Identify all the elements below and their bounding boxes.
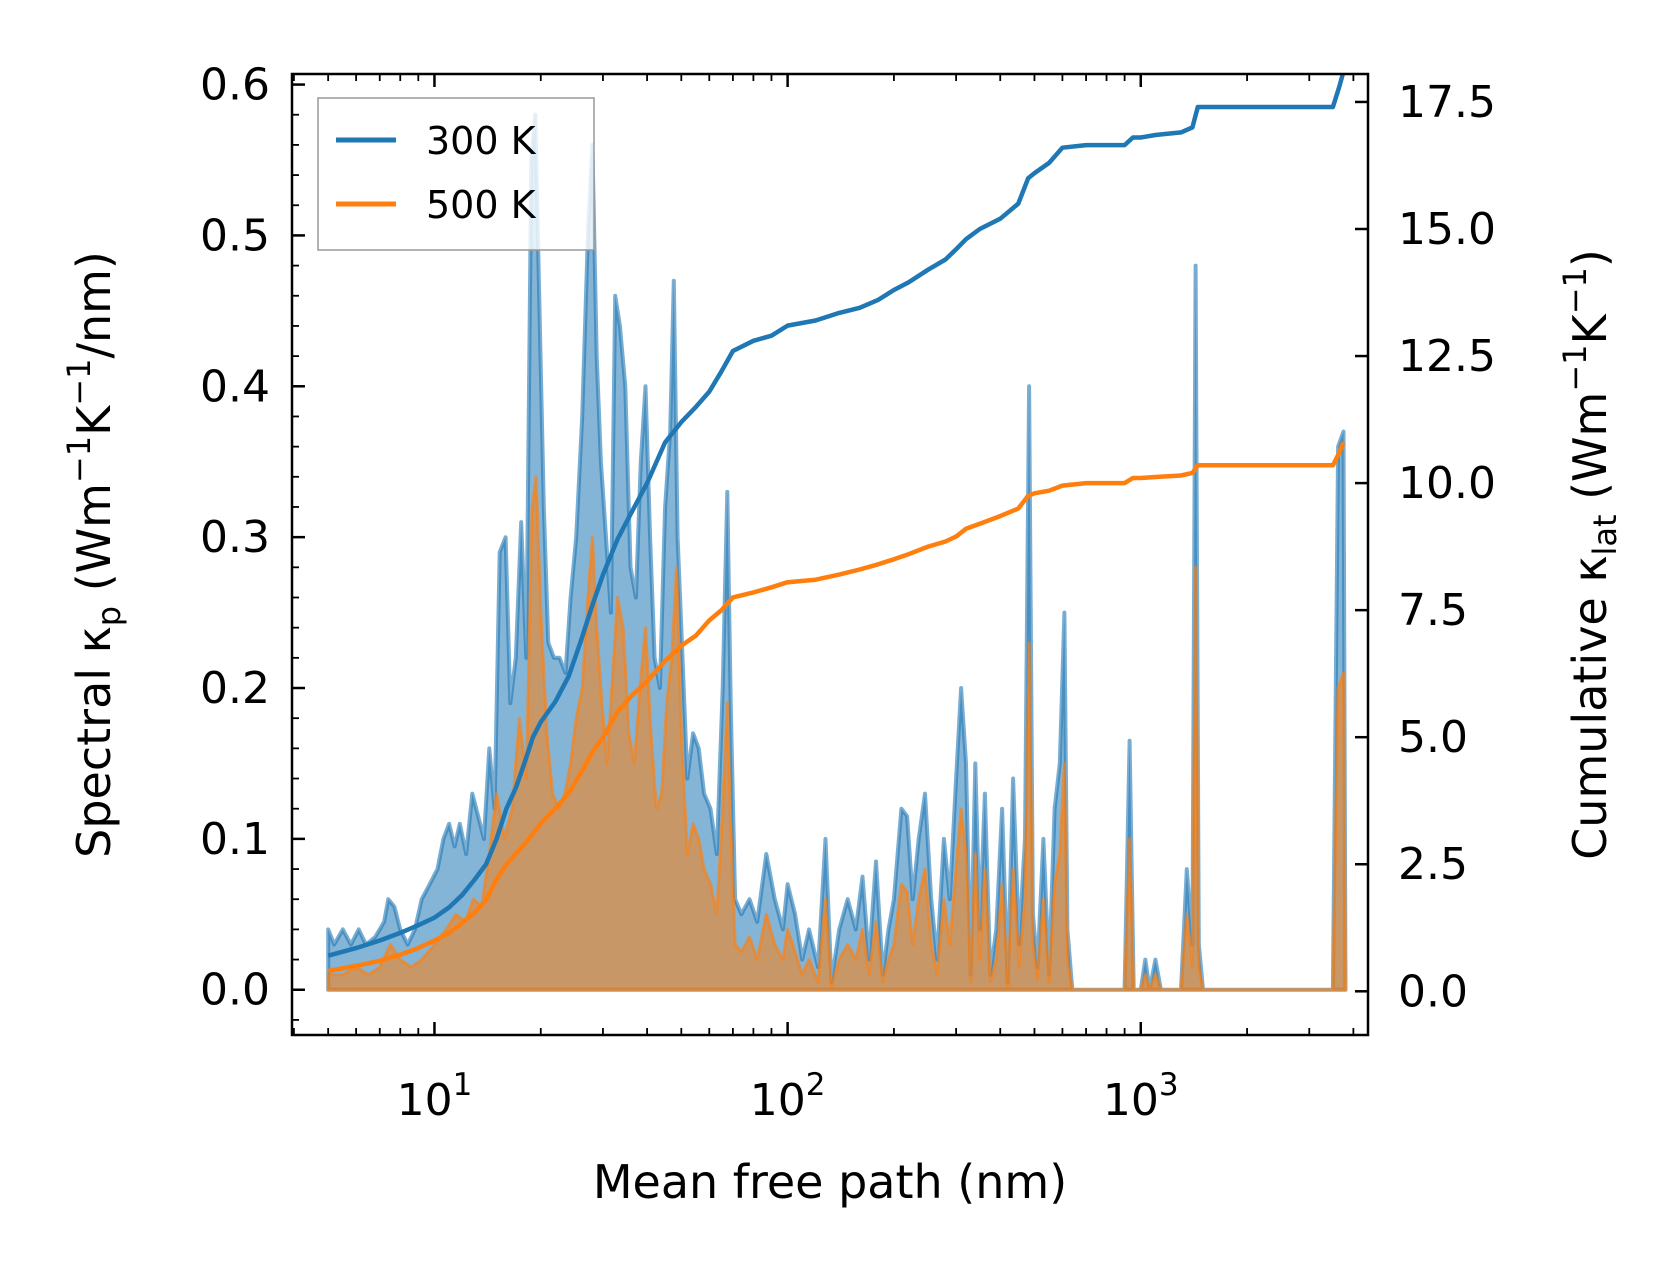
y-left-tick-label: 0.1 bbox=[200, 814, 270, 865]
y-right-tick-label: 10.0 bbox=[1398, 458, 1496, 509]
legend-label-1: 500 K bbox=[426, 183, 537, 227]
legend: 300 K 500 K bbox=[317, 97, 595, 251]
y-left-tick-label: 0.2 bbox=[200, 663, 270, 714]
y-left-tick-label: 0.5 bbox=[200, 210, 270, 261]
x-axis-label: Mean free path (nm) bbox=[593, 1155, 1067, 1209]
y-left-tick-label: 0.4 bbox=[200, 361, 270, 412]
y-left-axis-label-sup2: −1 bbox=[60, 359, 98, 406]
y-left-axis-label-mid: K bbox=[67, 404, 121, 436]
legend-box bbox=[317, 97, 595, 251]
spectral-area-500K bbox=[326, 475, 1347, 992]
x-tick-base: 10 bbox=[397, 1075, 453, 1126]
plot-area bbox=[326, 74, 1348, 992]
y-left-axis-label-unit: (Wm bbox=[67, 483, 121, 606]
y-right-axis-label: Cumulative κlat (Wm−1K−1) bbox=[1556, 249, 1624, 860]
y-right-tick-label: 0.0 bbox=[1398, 966, 1468, 1017]
y-left-axis-label-main: Spectral κ bbox=[67, 626, 121, 858]
plot-frame bbox=[290, 72, 1370, 1037]
y-left-axis-label-sub: p bbox=[90, 606, 128, 626]
y-right-tick-label: 7.5 bbox=[1398, 585, 1468, 636]
y-right-tick-label: 2.5 bbox=[1398, 839, 1468, 890]
x-tick-exponent: 2 bbox=[806, 1067, 826, 1103]
x-tick-label: 103 bbox=[1103, 1067, 1179, 1126]
y-left-axis-label: Spectral κp (Wm−1K−1/nm) bbox=[60, 251, 128, 858]
labels: Mean free path (nm)Spectral κp (Wm−1K−1/… bbox=[60, 249, 1624, 1209]
x-tick-base: 10 bbox=[750, 1075, 806, 1126]
y-right-axis-label-end: ) bbox=[1563, 249, 1617, 267]
y-left-tick-label: 0.0 bbox=[200, 965, 270, 1016]
x-tick-label: 102 bbox=[750, 1067, 826, 1126]
cumulative-line-300K bbox=[327, 74, 1346, 958]
y-left-tick-label: 0.6 bbox=[200, 60, 270, 111]
plot-clip-group bbox=[326, 74, 1348, 992]
y-left-axis-label-end: /nm) bbox=[67, 251, 121, 358]
y-left-tick-label: 0.3 bbox=[200, 512, 270, 563]
legend-label-0: 300 K bbox=[426, 119, 537, 163]
y-right-tick-label: 12.5 bbox=[1398, 331, 1496, 382]
y-left-axis-label-sup1: −1 bbox=[60, 436, 98, 483]
cumulative-line-500K bbox=[327, 441, 1346, 974]
y-right-axis-label-unit: (Wm bbox=[1563, 392, 1617, 515]
x-tick-exponent: 1 bbox=[453, 1067, 473, 1103]
y-right-tick-label: 5.0 bbox=[1398, 712, 1468, 763]
y-right-tick-label: 15.0 bbox=[1398, 204, 1496, 255]
x-tick-base: 10 bbox=[1103, 1075, 1159, 1126]
y-right-axis-label-sub: lat bbox=[1586, 515, 1624, 556]
y-right-axis-label-sup1: −1 bbox=[1556, 344, 1594, 391]
x-tick-exponent: 3 bbox=[1159, 1067, 1179, 1103]
y-right-axis-label-sup2: −1 bbox=[1556, 267, 1594, 314]
y-right-tick-label: 17.5 bbox=[1398, 77, 1496, 128]
y-right-axis-label-mid: K bbox=[1563, 312, 1617, 344]
y-right-axis-label-main: Cumulative κ bbox=[1563, 556, 1617, 860]
axes: 0.0 0.1 0.2 0.3 0.4 0.5 0.6 0.0 2.5 5.0 7.5 10.0 12.… bbox=[200, 60, 1496, 1126]
x-tick-label: 101 bbox=[397, 1067, 473, 1126]
